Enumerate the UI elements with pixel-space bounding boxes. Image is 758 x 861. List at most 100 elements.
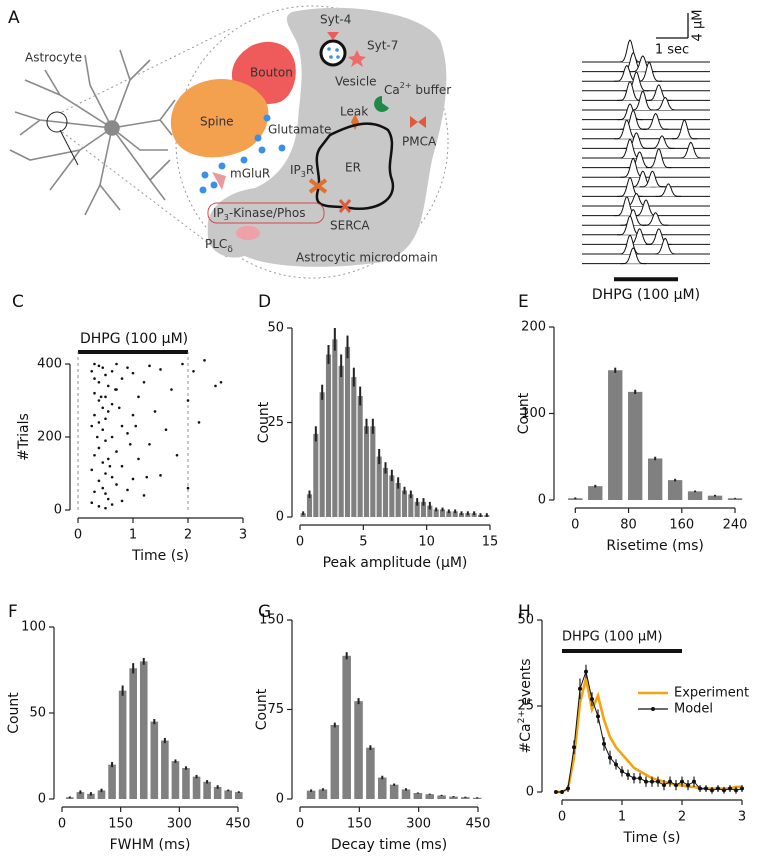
y-tick-label: 50	[517, 613, 534, 628]
x-tick-label: 160	[669, 518, 694, 533]
y-axis-label: Count	[516, 392, 532, 434]
label: PLCδ	[205, 237, 233, 255]
bar	[376, 456, 382, 517]
diagram: A Astrocyte Bouton Spine Glutamate	[8, 5, 451, 279]
x-tick-label: 0	[296, 817, 304, 832]
label-part: 2+	[517, 710, 527, 723]
event-dot	[219, 380, 223, 384]
bar	[647, 458, 663, 500]
event-dot	[104, 439, 107, 442]
zoom-guide	[61, 27, 233, 113]
event-dot	[110, 370, 114, 373]
event-dot	[192, 370, 195, 373]
data-point	[572, 745, 576, 750]
event-dot	[131, 371, 135, 375]
event-dot	[110, 503, 114, 506]
event-dot	[175, 453, 179, 457]
event-dot	[93, 413, 96, 417]
trace-peak	[671, 119, 698, 140]
bar	[203, 781, 211, 799]
label-part: IP	[213, 206, 224, 220]
bar	[707, 495, 723, 500]
event-dot	[164, 428, 168, 432]
label: PMCA	[402, 135, 437, 149]
x-tick-label: 1	[129, 528, 137, 543]
bar	[313, 433, 319, 517]
data-point	[644, 779, 648, 784]
data-point	[680, 779, 684, 784]
bar	[461, 797, 470, 799]
y-tick-label: 150	[259, 613, 284, 628]
x-tick-label: 0	[74, 528, 82, 543]
scale-label: 1 sec	[655, 43, 689, 58]
bar	[408, 494, 414, 517]
x-tick-label: 0	[58, 817, 66, 832]
data-point	[710, 788, 714, 793]
data-point	[728, 786, 732, 791]
event-dot	[104, 472, 107, 475]
bar	[342, 655, 351, 799]
data-point	[620, 769, 624, 774]
event-dot	[117, 406, 121, 410]
trace-peak	[655, 183, 682, 197]
data-point	[554, 790, 558, 794]
event-dot	[120, 377, 124, 380]
bar	[588, 486, 603, 500]
y-tick-label: 25	[267, 415, 284, 430]
label-part: 2+	[400, 81, 412, 90]
trace-peak	[620, 247, 646, 265]
event-dot	[159, 474, 162, 477]
y-tick-label: 200	[521, 320, 546, 335]
trace-peak	[678, 141, 704, 159]
event-dot	[142, 494, 146, 497]
data-point	[722, 788, 726, 793]
data-point	[626, 772, 630, 777]
event-dot	[93, 490, 96, 494]
label-part: 3	[224, 213, 229, 222]
trace-peak	[642, 112, 669, 130]
x-tick-label: 240	[723, 518, 748, 533]
label: Glutamate	[268, 123, 331, 137]
event-dot	[137, 457, 140, 461]
bar	[325, 354, 332, 517]
y-tick-label: 0	[54, 503, 62, 518]
buffer-shape	[374, 96, 389, 112]
bar	[129, 668, 137, 799]
data-point	[650, 779, 654, 784]
label-part: Ca	[384, 83, 400, 97]
y-tick-label: 50	[267, 321, 284, 336]
data-point	[596, 714, 600, 719]
bar	[389, 475, 395, 517]
bar	[687, 491, 703, 500]
bar	[628, 391, 643, 500]
event-dot	[142, 380, 146, 384]
bar	[97, 790, 106, 799]
event-dot	[93, 453, 96, 457]
x-tick-label: 450	[226, 817, 251, 832]
legend-label: Model	[674, 702, 713, 717]
panel-label: D	[258, 292, 271, 312]
label: SERCA	[330, 219, 370, 233]
trace-peak	[642, 212, 669, 226]
label-part: R	[306, 163, 314, 177]
y-axis-label: #Ca2+ events	[517, 659, 535, 754]
bar	[182, 768, 190, 799]
y-axis-label: Count	[256, 401, 272, 443]
data-point	[686, 783, 690, 788]
event-dot	[101, 366, 105, 369]
label: Vesicle	[335, 75, 377, 89]
data-point	[662, 783, 666, 788]
glutamate-dots	[199, 114, 286, 194]
bar	[192, 776, 201, 799]
event-dot	[115, 483, 118, 486]
event-dot	[97, 380, 101, 384]
zoom-marker	[46, 111, 68, 133]
x-tick-label: 10	[418, 535, 435, 550]
event-dot	[101, 406, 105, 410]
x-tick-label: 3	[239, 528, 247, 543]
bar	[150, 721, 159, 799]
trace-peak	[630, 90, 656, 111]
label: Syt-4	[320, 13, 351, 27]
event-dot	[104, 373, 107, 377]
label-part: -Kinase/Phos	[229, 206, 306, 220]
